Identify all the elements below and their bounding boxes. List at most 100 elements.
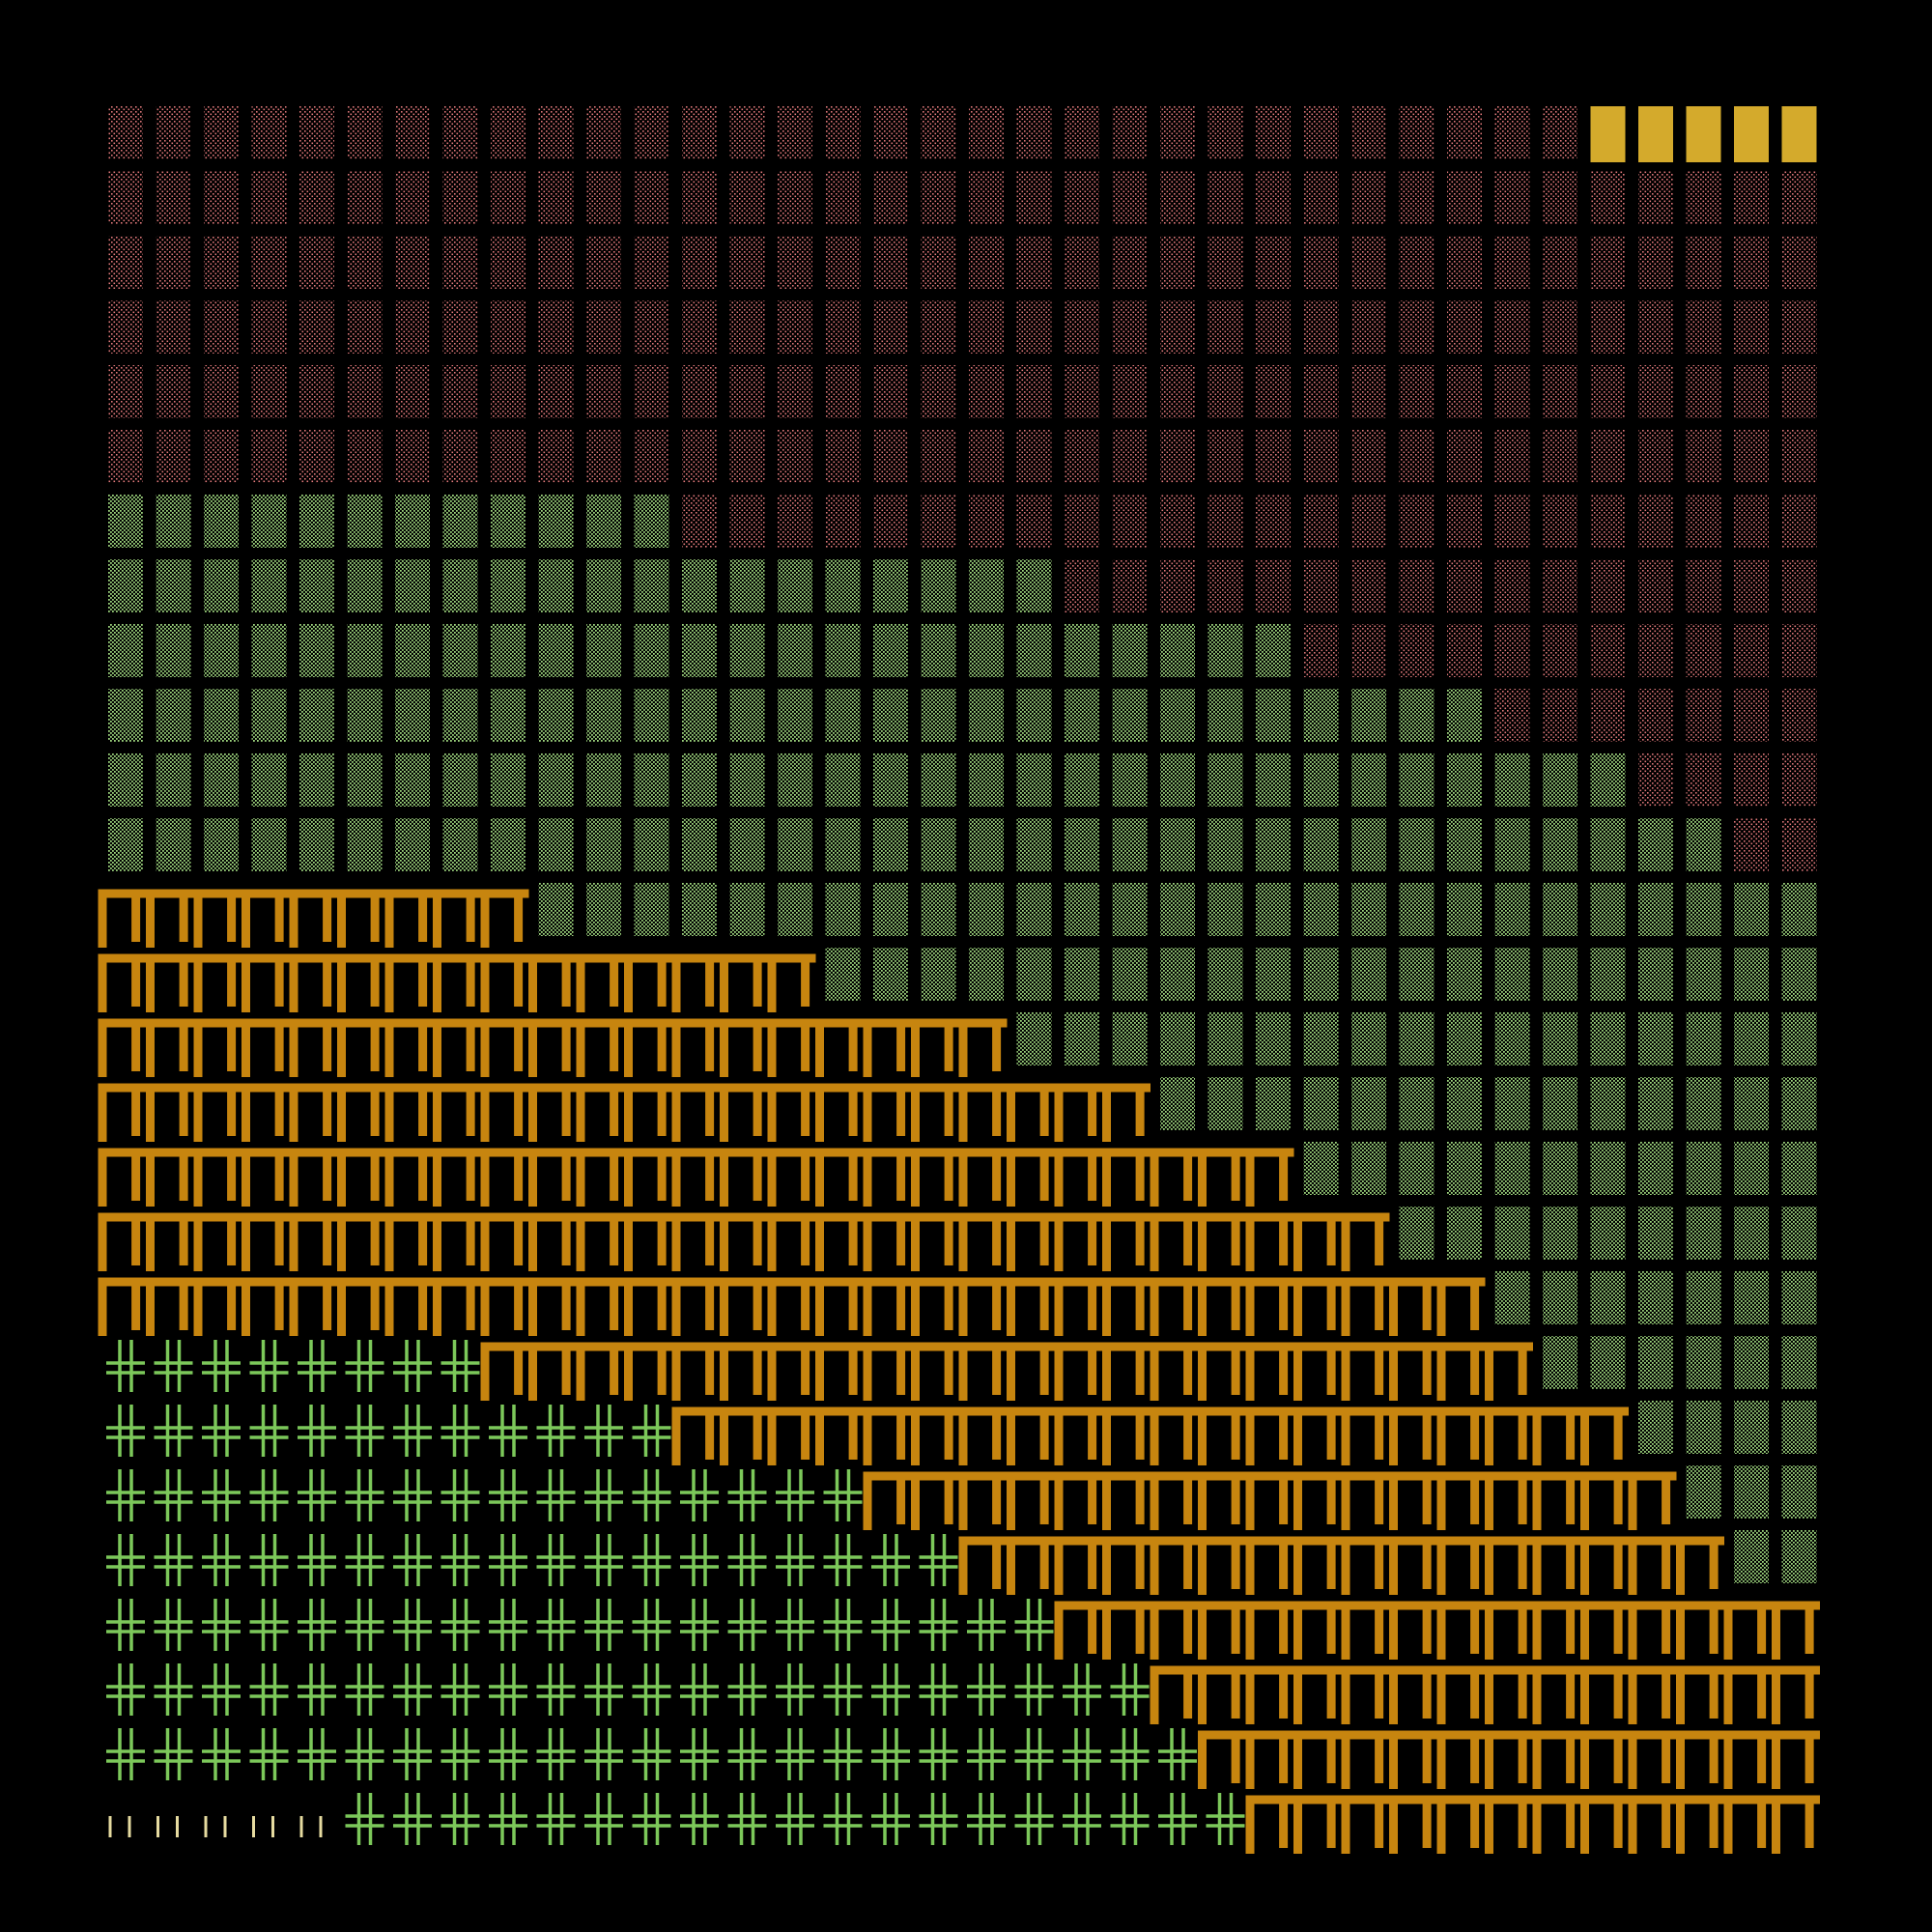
orange-frame-cell — [1341, 1665, 1390, 1724]
green-cross-cell — [489, 1599, 527, 1651]
dotted-rose-cell — [156, 236, 191, 289]
dotted-green-cell — [491, 818, 526, 871]
green-cross-cell — [871, 1793, 910, 1845]
dotted-green-cell — [491, 753, 526, 807]
dotted-rose-cell — [1447, 495, 1482, 548]
dotted-green-cell — [1734, 1207, 1769, 1260]
orange-frame-cell — [1436, 1795, 1486, 1854]
dotted-green-cell — [1256, 624, 1291, 677]
dotted-green-cell — [1208, 753, 1243, 807]
orange-frame-cell — [1293, 1277, 1342, 1336]
orange-frame-cell — [1389, 1601, 1437, 1660]
orange-frame-cell — [1532, 1406, 1581, 1465]
dotted-rose-cell — [1686, 624, 1721, 677]
dotted-rose-cell — [682, 495, 717, 548]
orange-frame-cell — [528, 1148, 577, 1207]
dotted-rose-cell — [1447, 365, 1482, 418]
orange-frame-cell — [911, 1406, 959, 1465]
dotted-green-cell — [1638, 1142, 1673, 1195]
dotted-rose-cell — [395, 236, 430, 289]
dotted-rose-cell — [969, 365, 1004, 418]
green-cross-cell — [871, 1728, 910, 1780]
dotted-green-cell — [1303, 689, 1339, 742]
dotted-green-cell — [156, 753, 191, 807]
dotted-green-cell — [1160, 624, 1195, 677]
dotted-green-cell — [1351, 1012, 1386, 1065]
orange-frame-cell — [433, 1148, 481, 1207]
green-cross-cell — [776, 1534, 814, 1586]
green-cross-cell — [1110, 1793, 1150, 1845]
orange-frame-cell — [1245, 1277, 1294, 1336]
orange-frame-cell — [1485, 1795, 1533, 1854]
orange-frame-cell — [671, 1342, 721, 1401]
dotted-green-cell — [1494, 883, 1530, 936]
green-cross-cell — [680, 1793, 719, 1845]
dotted-rose-cell — [1351, 559, 1386, 612]
dotted-rose-cell — [299, 365, 334, 418]
dotted-green-cell — [634, 883, 669, 936]
orange-frame-cell — [624, 1342, 672, 1401]
orange-frame-cell — [958, 1471, 1008, 1530]
dotted-green-cell — [921, 559, 956, 612]
dotted-green-cell — [156, 689, 191, 742]
green-cross-cell — [632, 1663, 671, 1716]
dotted-rose-cell — [251, 171, 287, 224]
green-cross-cell — [393, 1793, 432, 1845]
dotted-rose-cell — [538, 171, 574, 224]
orange-frame-cell — [815, 1018, 864, 1077]
dotted-green-cell — [1399, 689, 1435, 742]
dotted-rose-cell — [921, 365, 956, 418]
green-cross-cell — [298, 1340, 336, 1392]
orange-frame-cell — [1150, 1148, 1199, 1207]
dotted-green-cell — [1638, 1012, 1673, 1065]
dotted-green-cell — [156, 559, 191, 612]
dotted-rose-cell — [1781, 689, 1817, 742]
orange-frame-cell — [1676, 1536, 1724, 1595]
pale-tick-cell — [204, 1816, 227, 1837]
orange-frame-cell — [1628, 1795, 1677, 1854]
dotted-green-cell — [1781, 948, 1817, 1001]
dotted-rose-cell — [1303, 171, 1339, 224]
dotted-green-cell — [1638, 1207, 1673, 1260]
orange-frame-cell — [1007, 1212, 1055, 1271]
orange-frame-cell — [289, 1148, 338, 1207]
dotted-green-cell — [586, 818, 621, 871]
dotted-green-cell — [778, 689, 812, 742]
dotted-rose-cell — [1638, 624, 1673, 677]
dotted-rose-cell — [682, 300, 717, 354]
dotted-rose-cell — [1399, 365, 1435, 418]
dotted-green-cell — [491, 624, 526, 677]
dotted-rose-cell — [1112, 300, 1148, 354]
orange-frame-cell — [384, 889, 434, 948]
orange-frame-cell — [1341, 1795, 1390, 1854]
orange-frame-cell — [767, 1212, 816, 1271]
dotted-green-cell — [778, 624, 812, 677]
dotted-green-cell — [1065, 818, 1099, 871]
dotted-rose-cell — [1016, 430, 1052, 483]
dotted-green-cell — [108, 689, 143, 742]
orange-frame-cell — [863, 1277, 912, 1336]
orange-frame-cell — [1245, 1406, 1294, 1465]
dotted-green-cell — [108, 559, 143, 612]
orange-frame-cell — [815, 1342, 864, 1401]
orange-frame-cell — [98, 953, 147, 1012]
dotted-green-cell — [1399, 1012, 1435, 1065]
orange-frame-cell — [289, 889, 338, 948]
dotted-rose-cell — [395, 171, 430, 224]
dotted-rose-cell — [1208, 430, 1243, 483]
dotted-rose-cell — [1160, 430, 1195, 483]
dotted-green-cell — [729, 753, 765, 807]
green-cross-cell — [154, 1469, 193, 1521]
orange-frame-cell — [671, 1277, 721, 1336]
orange-frame-cell — [433, 889, 481, 948]
green-cross-cell — [871, 1599, 910, 1651]
green-cross-cell — [154, 1340, 193, 1392]
dotted-green-cell — [873, 948, 908, 1001]
orange-frame-cell — [528, 1342, 577, 1401]
orange-frame-cell — [624, 1083, 672, 1142]
dotted-green-cell — [1351, 1142, 1386, 1195]
dotted-rose-cell — [1351, 236, 1386, 289]
dotted-green-cell — [921, 948, 956, 1001]
dotted-rose-cell — [1016, 236, 1052, 289]
dotted-green-cell — [1734, 948, 1769, 1001]
